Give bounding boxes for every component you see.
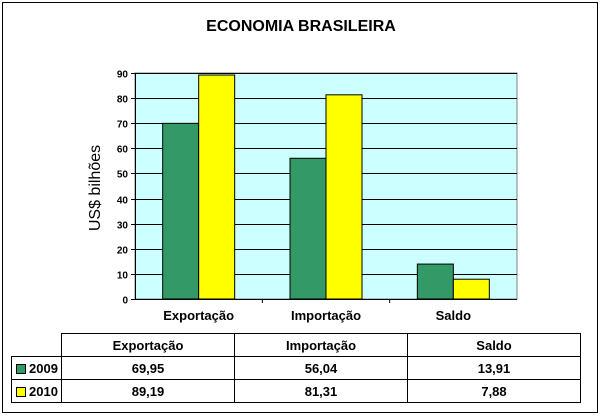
y-tick-label: 10 (117, 271, 129, 282)
bar-2010-2 (325, 94, 363, 300)
y-tick-label: 70 (117, 120, 129, 131)
y-tick-label: 40 (117, 196, 129, 207)
y-tick-label: 60 (117, 145, 129, 156)
x-tick-labels: Exportação Importação Saldo (163, 308, 471, 323)
bars (162, 74, 490, 300)
y-tick-labels: 0 10 20 30 40 50 60 70 80 90 (117, 70, 129, 307)
table-corner (11, 333, 62, 357)
table-row: 2009 69,95 56,04 13,91 (11, 356, 581, 380)
table-cell: 13,91 (407, 356, 581, 380)
table-cell: 56,04 (234, 356, 408, 380)
table-cell: 7,88 (407, 379, 581, 403)
bar-2010-3 (452, 278, 490, 300)
bar-2009-3 (416, 263, 454, 300)
y-tick-label: 90 (117, 70, 129, 81)
table-header-row: Exportação Importação Saldo (11, 333, 581, 357)
legend-label: 2009 (29, 361, 58, 377)
legend-entry-2009: 2009 (11, 356, 62, 380)
bar-2009-1 (162, 122, 200, 300)
y-tick-label: 80 (117, 95, 129, 106)
y-tick-label: 20 (117, 246, 129, 257)
y-tick-label: 0 (122, 296, 128, 307)
x-tick-label: Saldo (436, 308, 471, 323)
chart-title: ECONOMIA BRASILEIRA (206, 18, 396, 35)
y-tick-label: 30 (117, 221, 129, 232)
table-row: 2010 89,19 81,31 7,88 (11, 379, 581, 403)
table-cell: 69,95 (61, 356, 235, 380)
table-header-cell: Saldo (407, 333, 581, 357)
legend-swatch (16, 386, 26, 397)
legend-entry-2010: 2010 (11, 379, 62, 403)
bar-2010-1 (198, 74, 236, 300)
legend-label: 2010 (29, 384, 58, 400)
y-tick-label: 50 (117, 170, 129, 181)
legend-swatch (16, 363, 26, 374)
table-cell: 89,19 (61, 379, 235, 403)
table-cell: 81,31 (234, 379, 408, 403)
bar-2009-2 (289, 157, 327, 300)
y-axis-label: US$ bilhões (87, 145, 104, 231)
x-tick-label: Exportação (163, 308, 234, 323)
table-header-cell: Exportação (61, 333, 235, 357)
data-table: Exportação Importação Saldo 2009 69,95 5… (11, 333, 581, 403)
table-header-cell: Importação (234, 333, 408, 357)
axes (131, 73, 517, 303)
x-tick-label: Importação (291, 308, 361, 323)
